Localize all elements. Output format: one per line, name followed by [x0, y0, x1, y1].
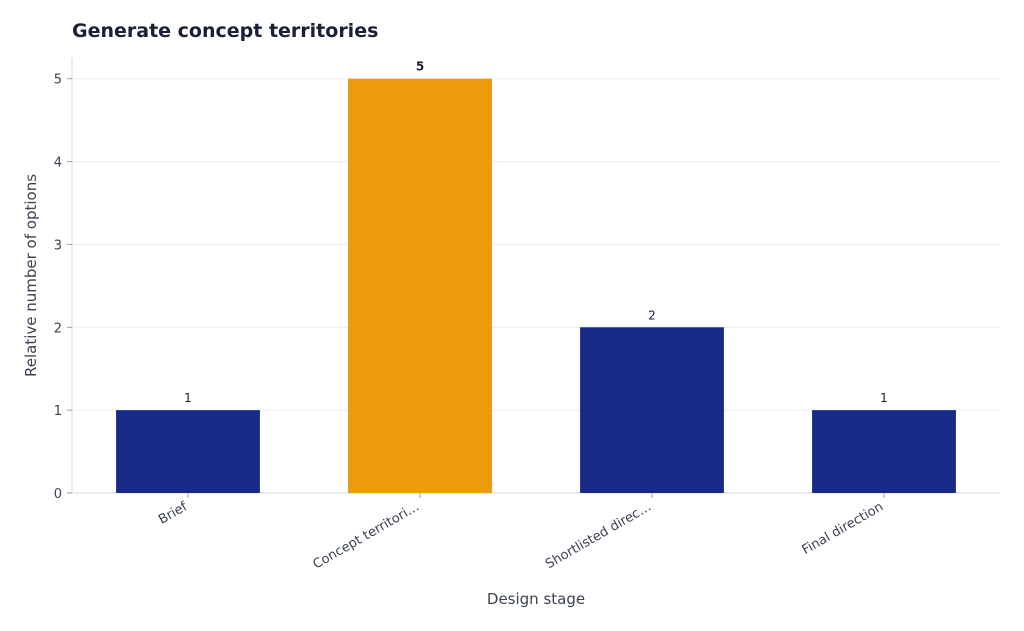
x-tick-label-1: Concept territori…	[311, 499, 422, 572]
y-tick-label-2: 2	[54, 321, 62, 336]
y-axis-title: Relative number of options	[22, 174, 40, 377]
y-tick-label-1: 1	[54, 404, 62, 419]
x-tick-labels: Brief Concept territori… Shortlisted direc…	[156, 493, 886, 573]
data-label-0: 1	[184, 391, 192, 405]
x-tick-label-2: Shortlisted direc…	[543, 499, 654, 572]
data-label-2: 2	[648, 308, 656, 322]
bar-2	[580, 327, 724, 493]
grid-lines	[72, 78, 1000, 411]
x-axis-title: Design stage	[487, 590, 585, 608]
x-tick-label-0: Brief	[156, 499, 190, 527]
y-tick-label-0: 0	[54, 487, 62, 502]
data-label-1: 5	[416, 60, 424, 74]
y-tick-label-3: 3	[54, 238, 62, 253]
data-label-3: 1	[880, 391, 888, 405]
y-tick-label-4: 4	[54, 156, 62, 171]
bar-3	[812, 410, 956, 493]
y-tick-label-5: 5	[54, 73, 62, 88]
bars	[116, 78, 956, 493]
bar-0	[116, 410, 260, 493]
y-tick-labels: 0 1 2 3 4 5	[54, 73, 72, 502]
bar-1	[348, 78, 492, 493]
x-tick-label-3: Final direction	[800, 499, 886, 558]
chart-title: Generate concept territories	[72, 20, 379, 42]
